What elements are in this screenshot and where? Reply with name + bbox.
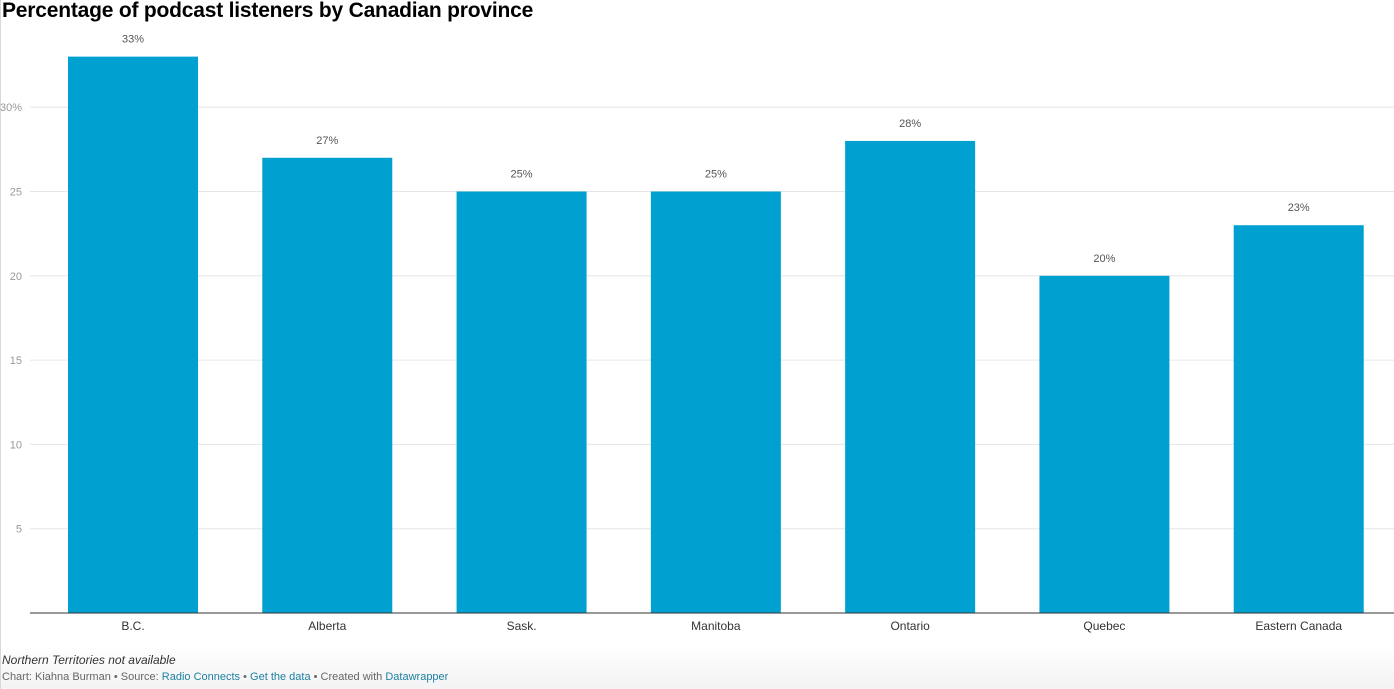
y-tick-label: 30% (0, 102, 22, 114)
bar (845, 140, 976, 614)
chart-note: Northern Territories not available (2, 653, 176, 667)
x-tick-label: Quebec (1083, 619, 1125, 633)
data-label: 23% (1288, 202, 1310, 214)
y-tick-label: 20 (10, 271, 22, 283)
data-label: 25% (511, 169, 533, 181)
data-label: 25% (705, 169, 727, 181)
bar (650, 191, 781, 613)
x-tick-label: Manitoba (691, 619, 741, 633)
get-data-link[interactable]: Get the data (250, 671, 311, 683)
x-tick-label: Eastern Canada (1255, 619, 1342, 633)
x-tick-label: Ontario (890, 619, 930, 633)
y-tick-label: 10 (10, 439, 22, 451)
bar (456, 191, 587, 613)
data-label: 33% (122, 34, 144, 46)
data-label: 27% (316, 135, 338, 147)
bar (68, 56, 198, 614)
bar (1039, 275, 1170, 613)
chart-footer: Chart: Kiahna Burman • Source: Radio Con… (2, 671, 448, 683)
bar (262, 157, 393, 613)
footer-separator: • (240, 671, 251, 683)
bar (1233, 225, 1364, 613)
data-label: 20% (1093, 253, 1115, 265)
x-tick-label: Sask. (507, 619, 537, 633)
footer-background (0, 646, 1394, 689)
x-tick-label: B.C. (121, 619, 144, 633)
source-link[interactable]: Radio Connects (161, 671, 241, 683)
left-border (0, 0, 1, 689)
y-tick-label: 5 (16, 524, 22, 536)
datawrapper-link[interactable]: Datawrapper (385, 671, 449, 683)
footer-separator: • Source: (110, 671, 162, 683)
footer-separator: • Created with (310, 671, 386, 683)
bar-chart: 5 10 15 20 25 30% 33% B.C. 27% Alberta 25% Sask. 25%… (0, 34, 1394, 633)
y-tick-label: 15 (10, 355, 22, 367)
chart-title: Percentage of podcast listeners by Canad… (2, 0, 534, 22)
y-tick-label: 25 (10, 187, 22, 199)
x-tick-label: Alberta (308, 619, 346, 633)
author-credit: Chart: Kiahna Burman (2, 671, 111, 683)
data-label: 28% (899, 118, 921, 130)
